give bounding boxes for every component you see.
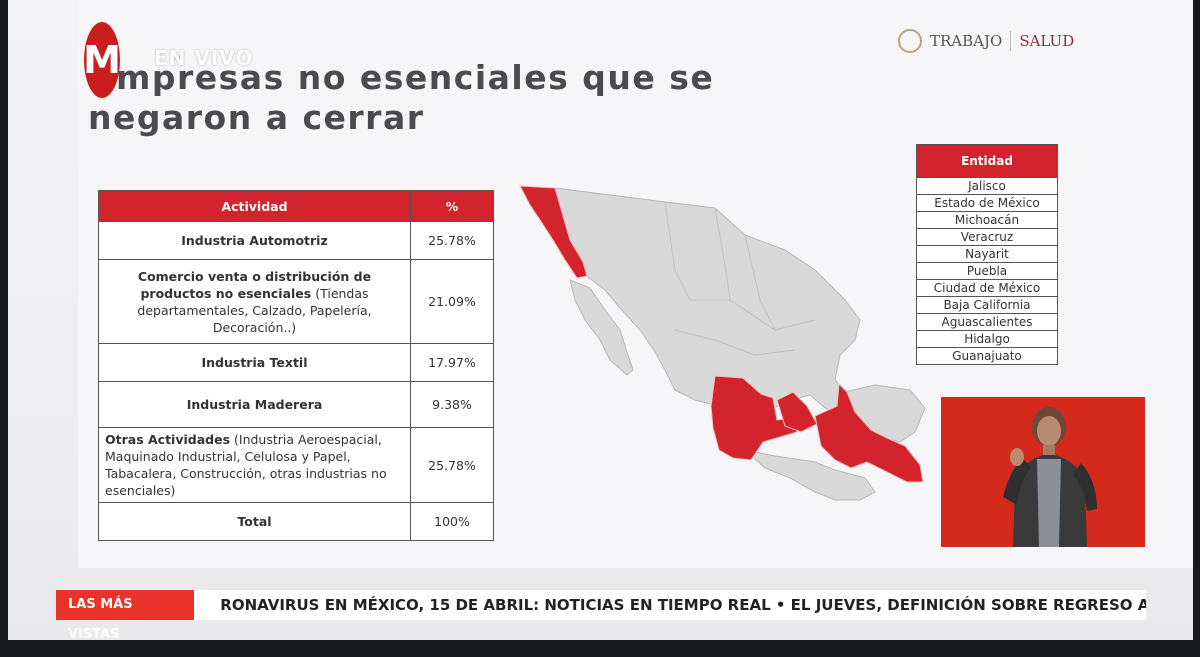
table-row: Michoacán xyxy=(916,211,1058,229)
entity-header: Entidad xyxy=(916,144,1058,178)
table-row: Jalisco xyxy=(916,177,1058,195)
table-row: Total 100% xyxy=(98,502,494,541)
entity-cell: Ciudad de México xyxy=(916,279,1058,297)
activity-cell: Otras Actividades (Industria Aeroespacia… xyxy=(98,427,411,503)
table-row: Otras Actividades (Industria Aeroespacia… xyxy=(98,427,494,503)
entity-cell: Nayarit xyxy=(916,245,1058,263)
entity-cell: Jalisco xyxy=(916,177,1058,195)
entity-cell: Veracruz xyxy=(916,228,1058,246)
percent-cell: 17.97% xyxy=(410,343,494,382)
entity-cell: Baja California xyxy=(916,296,1058,314)
activity-cell: Industria Automotriz xyxy=(98,221,411,260)
percent-cell: 25.78% xyxy=(410,221,494,260)
table-row: Industria Maderera 9.38% xyxy=(98,381,494,428)
entity-table-header: Entidad xyxy=(916,144,1058,178)
gov-divider xyxy=(1010,31,1012,51)
sign-language-interpreter-video xyxy=(941,397,1145,547)
table-row: Hidalgo xyxy=(916,330,1058,348)
government-seal-icon xyxy=(898,29,922,53)
percent-cell: 100% xyxy=(410,502,494,541)
table-row: Veracruz xyxy=(916,228,1058,246)
activity-table-header: Actividad % xyxy=(98,190,494,222)
news-ticker: LAS MÁS VISTAS RONAVIRUS EN MÉXICO, 15 D… xyxy=(56,590,1146,642)
table-row: Comercio venta o distribución de product… xyxy=(98,259,494,344)
table-row: Aguascalientes xyxy=(916,313,1058,331)
channel-logo: M xyxy=(83,22,121,98)
table-row: Industria Textil 17.97% xyxy=(98,343,494,382)
header-percent: % xyxy=(410,190,494,222)
activity-cell: Industria Textil xyxy=(98,343,411,382)
table-row: Baja California xyxy=(916,296,1058,314)
live-label: EN VIVO xyxy=(154,46,254,70)
entity-cell: Aguascalientes xyxy=(916,313,1058,331)
table-row: Nayarit xyxy=(916,245,1058,263)
activity-cell: Total xyxy=(98,502,411,541)
table-row: Estado de México xyxy=(916,194,1058,212)
map-state-lines xyxy=(664,201,816,356)
header-activity: Actividad xyxy=(98,190,411,222)
activity-cell: Industria Maderera xyxy=(98,381,411,428)
entity-cell: Puebla xyxy=(916,262,1058,280)
table-row: Guanajuato xyxy=(916,347,1058,365)
entity-cell: Estado de México xyxy=(916,194,1058,212)
percent-cell: 21.09% xyxy=(410,259,494,344)
table-row: Ciudad de México xyxy=(916,279,1058,297)
entity-cell: Hidalgo xyxy=(916,330,1058,348)
gov-brand-trabajo: TRABAJO xyxy=(930,32,1003,50)
map-highlight-states xyxy=(519,185,924,483)
entity-cell: Guanajuato xyxy=(916,347,1058,365)
slide-title: mpresas no esenciales que se negaron a c… xyxy=(88,58,714,138)
interpreter-figure-icon xyxy=(1003,407,1097,547)
gov-brand-salud: SALUD xyxy=(1019,32,1075,50)
percent-cell: 9.38% xyxy=(410,381,494,428)
table-row: Puebla xyxy=(916,262,1058,280)
percent-cell: 25.78% xyxy=(410,427,494,503)
mexico-map xyxy=(519,185,926,501)
ticker-label: LAS MÁS VISTAS xyxy=(56,590,195,642)
entity-cell: Michoacán xyxy=(916,211,1058,229)
entity-table: Entidad Jalisco Estado de México Michoac… xyxy=(916,144,1058,365)
slide-title-line1: mpresas no esenciales que se xyxy=(116,58,715,97)
table-row: Industria Automotriz 25.78% xyxy=(98,221,494,260)
slide-title-line2: negaron a cerrar xyxy=(88,98,425,137)
ticker-text: RONAVIRUS EN MÉXICO, 15 DE ABRIL: NOTICI… xyxy=(220,596,1146,614)
government-logos: TRABAJO SALUD xyxy=(898,26,1074,56)
activity-table: Actividad % Industria Automotriz 25.78% … xyxy=(98,190,494,541)
activity-cell: Comercio venta o distribución de product… xyxy=(98,259,411,344)
